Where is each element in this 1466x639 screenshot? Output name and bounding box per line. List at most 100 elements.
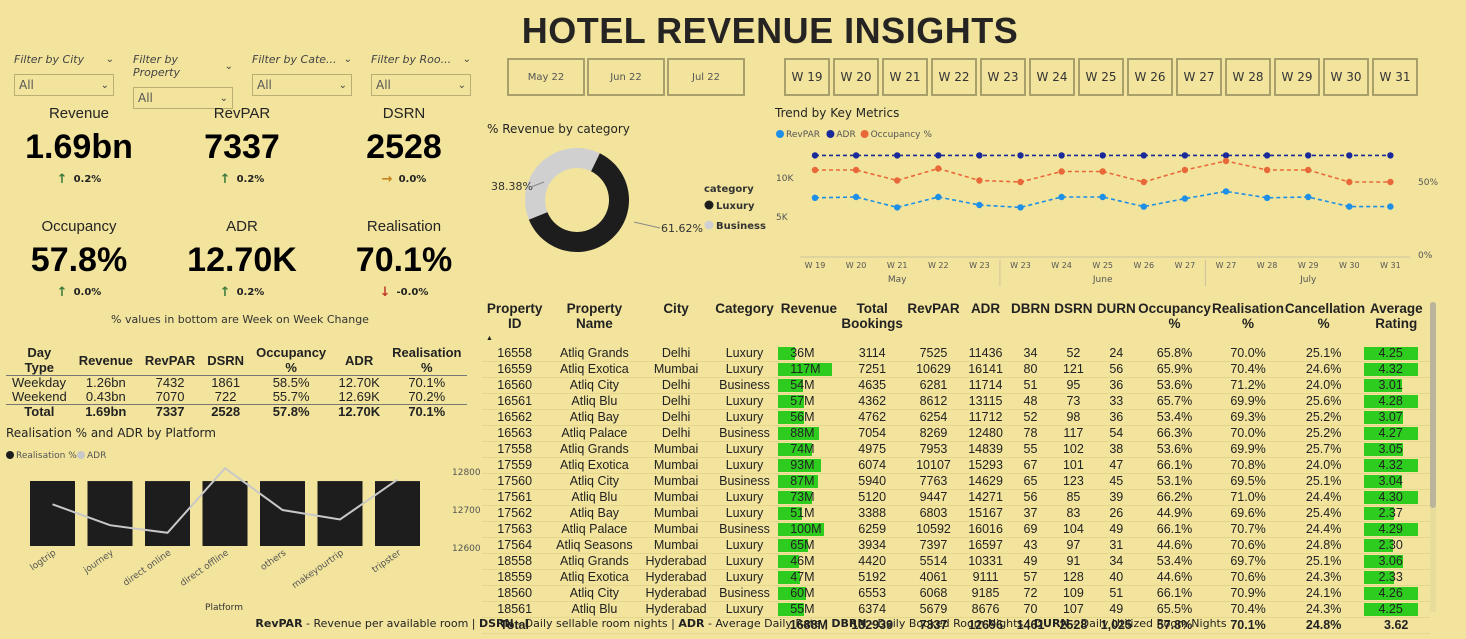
chevron-down-icon[interactable]: ⌄: [105, 54, 114, 65]
data-point[interactable]: [1099, 168, 1106, 175]
table-row[interactable]: 17559 Atliq Exotica Mumbai Luxury 93M 6074 101…: [482, 457, 1430, 474]
table-row[interactable]: 16561 Atliq Blu Delhi Luxury 57M 4362 8612 1311…: [482, 393, 1430, 410]
column-header[interactable]: RevPAR: [138, 345, 202, 376]
legend-label[interactable]: RevPAR: [786, 130, 820, 140]
filter-dropdown[interactable]: All ⌄: [133, 87, 233, 109]
column-header[interactable]: RevPAR: [905, 298, 962, 346]
bar[interactable]: [375, 481, 420, 546]
week-button[interactable]: W 24: [1029, 58, 1075, 96]
legend-label[interactable]: ADR: [836, 130, 855, 140]
week-button[interactable]: W 20: [833, 58, 879, 96]
month-button[interactable]: Jun 22: [587, 58, 665, 96]
table-row[interactable]: 17564 Atliq Seasons Mumbai Luxury 65M 3934 739…: [482, 537, 1430, 554]
table-row[interactable]: 16562 Atliq Bay Delhi Luxury 56M 4762 6254 1171…: [482, 409, 1430, 426]
table-row[interactable]: 17558 Atliq Grands Mumbai Luxury 74M 4975 7953…: [482, 441, 1430, 458]
bar[interactable]: [30, 481, 75, 546]
data-point[interactable]: [894, 204, 901, 211]
week-button[interactable]: W 26: [1127, 58, 1173, 96]
column-header[interactable]: Realisation %: [386, 345, 468, 376]
data-point[interactable]: [1263, 166, 1271, 174]
data-point[interactable]: [1181, 166, 1189, 174]
table-row[interactable]: 17561 Atliq Blu Mumbai Luxury 73M 5120 9447 142…: [482, 489, 1430, 506]
filter-dropdown[interactable]: All ⌄: [252, 74, 352, 96]
column-header[interactable]: Category: [711, 298, 778, 346]
data-point[interactable]: [1140, 152, 1147, 159]
table-row[interactable]: 18559 Atliq Exotica Hyderabad Luxury 47M 5192…: [482, 569, 1430, 586]
column-header[interactable]: Day Type: [6, 345, 73, 376]
data-point[interactable]: [894, 177, 901, 184]
column-header[interactable]: DSRN: [1052, 298, 1095, 346]
data-point[interactable]: [1099, 193, 1106, 201]
table-row[interactable]: 17563 Atliq Palace Mumbai Business 100M 6259 1…: [482, 521, 1430, 538]
data-point[interactable]: [1181, 152, 1189, 159]
week-button[interactable]: W 22: [931, 58, 977, 96]
column-header[interactable]: City: [641, 298, 710, 346]
column-header[interactable]: Revenue: [72, 345, 139, 376]
data-point[interactable]: [1222, 157, 1230, 165]
data-point[interactable]: [1058, 193, 1065, 201]
data-point[interactable]: [1058, 168, 1065, 175]
week-button[interactable]: W 25: [1078, 58, 1124, 96]
chevron-down-icon[interactable]: ⌄: [224, 60, 233, 72]
column-header[interactable]: Cancellation %: [1285, 298, 1365, 346]
table-row[interactable]: 17560 Atliq City Mumbai Business 87M 5940 7763…: [482, 473, 1430, 490]
table-row[interactable]: 17562 Atliq Bay Mumbai Luxury 51M 3388 6803 151…: [482, 505, 1430, 522]
week-button[interactable]: W 30: [1323, 58, 1369, 96]
table-row[interactable]: 16559 Atliq Exotica Mumbai Luxury 117M 7251 10…: [482, 361, 1430, 378]
data-point[interactable]: [1222, 152, 1230, 159]
data-point[interactable]: [935, 152, 942, 159]
data-point[interactable]: [1058, 152, 1065, 159]
column-header[interactable]: Occupancy %: [1138, 298, 1212, 346]
data-point[interactable]: [935, 193, 942, 201]
data-point[interactable]: [1263, 152, 1271, 159]
data-point[interactable]: [811, 166, 819, 174]
sort-ascending-icon[interactable]: ▲: [486, 335, 493, 342]
data-point[interactable]: [935, 165, 942, 172]
donut-slice[interactable]: [525, 148, 600, 220]
bar[interactable]: [145, 481, 190, 546]
data-point[interactable]: [1305, 152, 1312, 159]
column-header[interactable]: DBRN: [1009, 298, 1052, 346]
data-point[interactable]: [1305, 166, 1312, 174]
data-point[interactable]: [1140, 203, 1147, 210]
data-point[interactable]: [1017, 204, 1024, 211]
month-button[interactable]: Jul 22: [667, 58, 745, 96]
legend-label[interactable]: Luxury: [716, 201, 755, 212]
data-point[interactable]: [976, 177, 983, 184]
table-row[interactable]: 16560 Atliq City Delhi Business 54M 4635 6281 1…: [482, 377, 1430, 394]
table-row[interactable]: 16558 Atliq Grands Delhi Luxury 36M 3114 7525 1…: [482, 346, 1430, 362]
data-point[interactable]: [1346, 178, 1353, 186]
column-header[interactable]: Average Rating: [1362, 298, 1430, 346]
column-header[interactable]: Property Name: [547, 298, 641, 346]
data-point[interactable]: [852, 166, 860, 174]
data-point[interactable]: [1387, 203, 1394, 210]
bar[interactable]: [87, 481, 133, 546]
data-point[interactable]: [852, 152, 860, 159]
week-button[interactable]: W 27: [1176, 58, 1222, 96]
chevron-down-icon[interactable]: ⌄: [343, 54, 352, 65]
filter-dropdown[interactable]: All ⌄: [14, 74, 114, 96]
filter-dropdown[interactable]: All ⌄: [371, 74, 471, 96]
data-point[interactable]: [1017, 152, 1024, 159]
bar[interactable]: [202, 481, 248, 546]
scrollbar-thumb[interactable]: [1430, 302, 1436, 508]
data-point[interactable]: [1140, 178, 1147, 186]
month-button[interactable]: May 22: [507, 58, 585, 96]
data-point[interactable]: [811, 194, 819, 201]
table-row[interactable]: 18558 Atliq Grands Hyderabad Luxury 46M 4420 5…: [482, 553, 1430, 570]
legend-label[interactable]: Business: [716, 221, 766, 232]
column-header[interactable]: DSRN: [201, 345, 251, 376]
column-header[interactable]: DURN: [1095, 298, 1138, 346]
column-header[interactable]: Revenue: [778, 298, 839, 346]
week-button[interactable]: W 23: [980, 58, 1026, 96]
data-point[interactable]: [1263, 194, 1271, 201]
legend-label[interactable]: Realisation %: [16, 451, 77, 461]
legend-label[interactable]: ADR: [87, 451, 106, 461]
data-point[interactable]: [976, 201, 983, 209]
data-point[interactable]: [852, 193, 860, 201]
data-point[interactable]: [1346, 152, 1353, 159]
column-header[interactable]: Realisation %: [1211, 298, 1285, 346]
column-header[interactable]: Occupancy %: [250, 345, 333, 376]
bar[interactable]: [317, 481, 363, 546]
legend-label[interactable]: Occupancy %: [871, 130, 933, 140]
